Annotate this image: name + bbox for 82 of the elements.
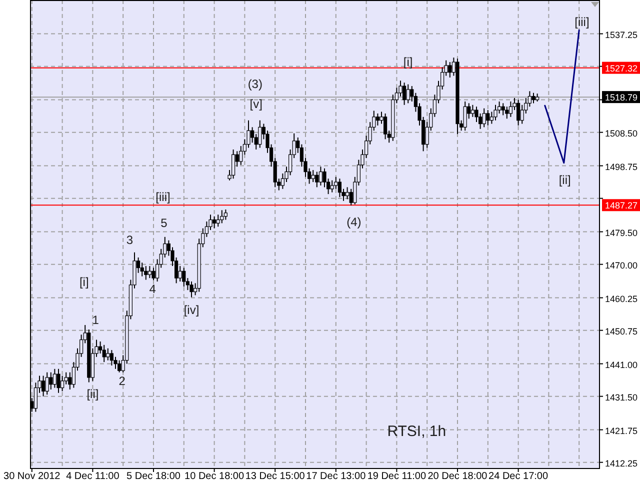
candlestick — [330, 180, 334, 193]
candlestick — [532, 92, 536, 104]
candlestick — [212, 216, 216, 229]
y-tick-label: 1498.75 — [605, 162, 638, 172]
annotation: [iii] — [574, 15, 590, 29]
candlestick — [224, 208, 228, 220]
x-tick-label: 30 Nov 2012 — [4, 471, 61, 480]
candlestick — [45, 372, 49, 396]
annotation: (4) — [346, 215, 362, 229]
y-tick-label: 1479.50 — [605, 228, 638, 238]
annotation: 4 — [149, 282, 156, 296]
candlestick — [346, 186, 350, 200]
candlestick — [102, 344, 106, 363]
candlestick — [106, 348, 110, 361]
candlestick — [148, 266, 152, 279]
y-tick-label: 1508.50 — [605, 128, 638, 138]
candlestick — [501, 102, 505, 116]
candlestick — [505, 106, 509, 120]
candlestick — [482, 108, 486, 128]
y-tick-label: 1421.75 — [605, 426, 638, 436]
candlestick — [52, 368, 56, 388]
candlestick — [315, 171, 319, 188]
y-tick-label: 1412.25 — [605, 458, 638, 468]
candlestick — [49, 372, 53, 390]
x-tick-label: 17 Dec 13:00 — [306, 471, 366, 480]
candlestick — [190, 280, 194, 298]
candlestick — [144, 266, 148, 280]
ref-line-label: 1487.27 — [605, 200, 638, 211]
annotation: 5 — [160, 216, 168, 230]
candlestick — [470, 104, 474, 118]
annotation: [ii] — [86, 387, 99, 401]
candlestick — [56, 368, 60, 394]
candlestick — [110, 350, 114, 366]
ref-line-label: 1527.32 — [605, 63, 638, 74]
candlestick — [118, 360, 122, 373]
annotation: 3 — [126, 233, 134, 247]
candlestick — [463, 100, 467, 132]
candlestick — [258, 120, 262, 148]
annotation: [v] — [250, 97, 262, 111]
candlestick — [486, 110, 490, 126]
candlestick — [311, 170, 315, 183]
annotation: [ii] — [558, 173, 571, 187]
candlestick — [338, 178, 342, 198]
candlestick — [448, 62, 452, 78]
candlestick — [232, 148, 236, 180]
candlestick — [182, 267, 186, 288]
y-tick-label: 1470.00 — [605, 260, 638, 270]
y-tick-label: 1431.50 — [605, 392, 638, 402]
annotation: 1 — [92, 313, 100, 327]
y-tick-label: 1450.75 — [605, 326, 638, 336]
candlestick — [406, 84, 410, 104]
candlestick — [402, 82, 406, 106]
candlestick — [152, 267, 156, 281]
candlestick — [60, 375, 64, 392]
annotation: (3) — [248, 77, 262, 91]
x-tick-label: 19 Dec 11:00 — [367, 471, 427, 480]
annotation: RTSI, 1h — [387, 423, 446, 440]
candlestick — [384, 112, 388, 140]
annotation: 2 — [118, 374, 126, 388]
y-tick-label: 1460.25 — [605, 294, 638, 304]
candlestick — [220, 210, 224, 224]
annotation: [i] — [403, 55, 413, 69]
x-tick-label: 13 Dec 15:00 — [245, 471, 306, 480]
x-tick-label: 10 Dec 18:00 — [184, 471, 244, 480]
candlestick — [334, 176, 338, 190]
candlestick — [216, 214, 220, 228]
candlestick — [516, 99, 520, 126]
x-tick-label: 20 Dec 18:00 — [428, 471, 488, 480]
x-tick-label: 4 Dec 11:00 — [66, 471, 120, 480]
candlestick — [42, 375, 46, 397]
candlestick — [376, 112, 380, 126]
y-tick-label: 1537.25 — [605, 30, 638, 40]
ref-line-label: 1518.79 — [605, 92, 638, 103]
y-tick-label: 1441.00 — [605, 360, 638, 370]
candlestick — [494, 104, 498, 121]
x-tick-label: 24 Dec 17:00 — [488, 471, 548, 480]
annotation: [i] — [79, 275, 89, 289]
annotation: [iii] — [156, 190, 170, 204]
candlestick — [318, 166, 322, 186]
candlestick — [508, 100, 512, 118]
x-tick-label: 5 Dec 18:00 — [126, 471, 181, 480]
annotation: [iv] — [184, 303, 200, 317]
